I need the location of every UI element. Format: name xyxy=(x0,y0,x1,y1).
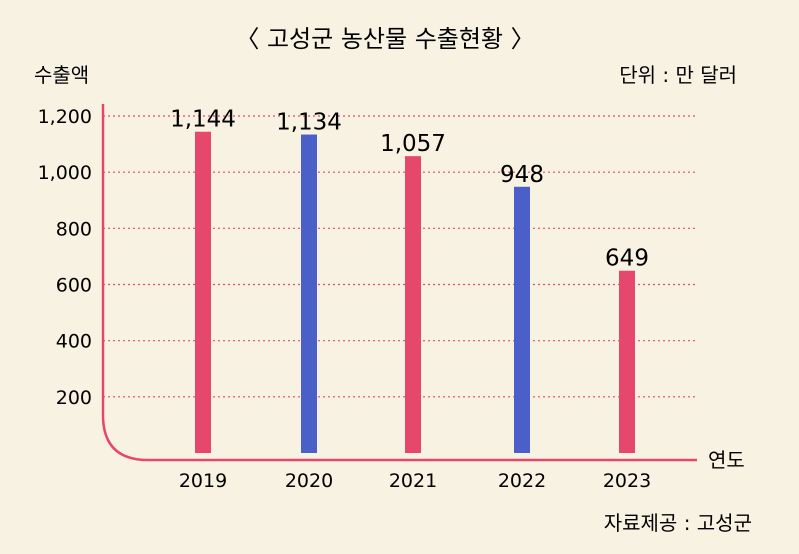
x-tick-label: 2021 xyxy=(389,470,437,492)
bar-2019 xyxy=(195,131,211,453)
unit-label: 단위 : 만 달러 xyxy=(619,63,737,87)
x-tick-label: 2019 xyxy=(179,470,227,492)
y-tick-labels: 200 400 600 800 1,000 1,200 xyxy=(38,106,92,409)
y-tick-label: 800 xyxy=(56,218,92,240)
value-label: 649 xyxy=(605,246,649,272)
x-tick-label: 2020 xyxy=(285,470,333,492)
bar-2022 xyxy=(514,186,530,453)
y-tick-label: 600 xyxy=(56,275,92,297)
bar-2020 xyxy=(301,134,317,453)
y-tick-label: 1,000 xyxy=(38,162,92,184)
bar-2021 xyxy=(405,156,421,453)
y-tick-label: 400 xyxy=(56,331,92,353)
y-axis-label: 수출액 xyxy=(34,63,89,87)
value-label: 948 xyxy=(500,162,544,188)
grid-lines xyxy=(103,115,697,398)
value-label: 1,134 xyxy=(276,110,342,136)
y-tick-label: 200 xyxy=(56,387,92,409)
x-axis-label: 연도 xyxy=(708,448,745,472)
value-labels: 1,144 1,134 1,057 948 649 xyxy=(170,107,649,272)
x-tick-labels: 2019 2020 2021 2022 2023 xyxy=(179,470,651,492)
bar-2023 xyxy=(619,270,635,453)
axis-line xyxy=(101,104,697,462)
x-tick-label: 2023 xyxy=(603,470,651,492)
bars xyxy=(195,131,635,453)
source-label: 자료제공 : 고성군 xyxy=(604,511,752,535)
value-label: 1,057 xyxy=(380,131,446,157)
y-tick-label: 1,200 xyxy=(38,106,92,128)
x-tick-label: 2022 xyxy=(498,470,546,492)
chart-title: 〈 고성군 농산물 수출현황 〉 xyxy=(235,25,534,53)
value-label: 1,144 xyxy=(170,107,236,133)
